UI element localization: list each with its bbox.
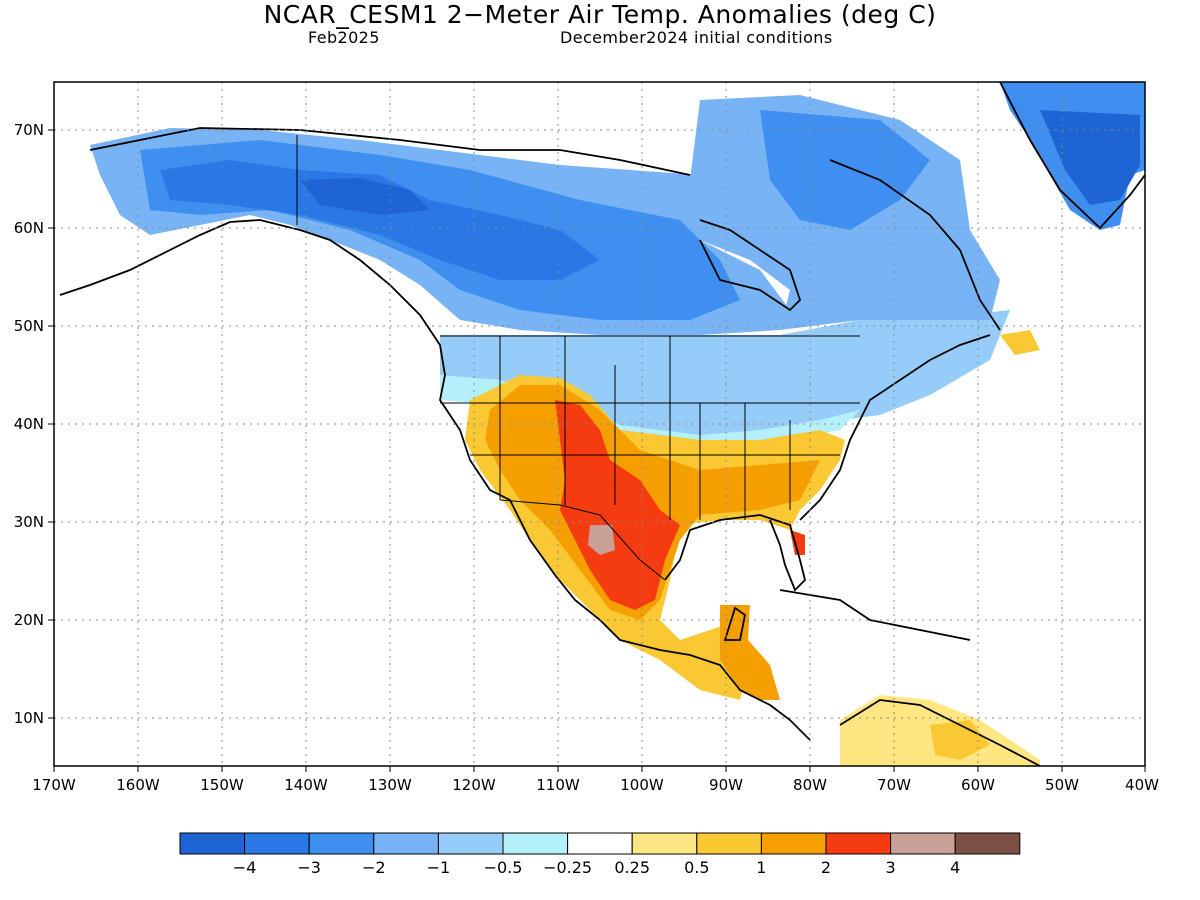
lat-label: 10N <box>14 709 44 727</box>
lat-label: 40N <box>14 415 44 433</box>
colorbar-label: 2 <box>821 858 831 877</box>
cold-anomaly-region-west-strong <box>160 160 600 280</box>
colorbar-swatch <box>244 832 310 855</box>
colorbar-swatch <box>373 832 439 855</box>
colorbar-swatch <box>825 832 892 855</box>
colorbar-label: −1 <box>427 858 451 877</box>
colorbar-swatch <box>502 832 569 855</box>
colorbar-swatch <box>760 832 827 855</box>
lon-tick-marks <box>53 766 1146 772</box>
cold-anomaly-region-east-core <box>760 110 930 230</box>
warm-anomaly-texas <box>555 400 680 610</box>
colorbar-label: −4 <box>233 858 257 877</box>
lat-tick-marks <box>48 129 54 719</box>
valid-month: Feb2025 <box>308 28 380 47</box>
warm-anomaly-newfoundland <box>1000 330 1040 355</box>
colorbar <box>179 832 1021 855</box>
colorbar-swatch <box>437 832 504 855</box>
lon-label: 140W <box>284 776 328 794</box>
colorbar-label: 0.25 <box>614 858 650 877</box>
lat-lon-grid <box>54 82 1145 766</box>
colorbar-swatch <box>696 832 762 855</box>
lat-label: 20N <box>14 611 44 629</box>
colorbar-swatch <box>179 832 246 855</box>
lon-label: 70W <box>877 776 911 794</box>
lat-label: 30N <box>14 513 44 531</box>
lon-label: 60W <box>961 776 995 794</box>
lat-labels: 10N 20N 30N 40N 50N 60N 70N <box>14 121 44 727</box>
anomaly-field <box>90 82 1145 766</box>
colorbar-label: −0.5 <box>484 858 523 877</box>
colorbar-label: 0.5 <box>684 858 709 877</box>
colorbar-label: −3 <box>297 858 321 877</box>
colorbar-swatch <box>890 832 956 855</box>
initial-conditions: December2024 initial conditions <box>560 28 833 47</box>
cool-band-northern-us-light <box>440 375 860 448</box>
cold-anomaly-greenland-core <box>1040 110 1140 205</box>
lon-label: 130W <box>368 776 412 794</box>
page-title: NCAR_CESM1 2−Meter Air Temp. Anomalies (… <box>263 0 937 29</box>
extreme-anomaly-patch <box>588 525 615 555</box>
colorbar-swatch <box>308 832 375 855</box>
lon-label: 150W <box>200 776 244 794</box>
cold-anomaly-region-west-extreme <box>300 178 430 215</box>
colorbar-swatch <box>954 832 1021 855</box>
lon-label: 40W <box>1125 776 1159 794</box>
lon-label: 80W <box>793 776 827 794</box>
lat-label: 50N <box>14 317 44 335</box>
lon-label: 110W <box>536 776 580 794</box>
colorbar-swatch <box>567 832 633 855</box>
lat-label: 70N <box>14 121 44 139</box>
colorbar-label: 1 <box>756 858 766 877</box>
lon-label: 120W <box>452 776 496 794</box>
colorbar-swatch <box>631 832 698 855</box>
lon-label: 160W <box>116 776 160 794</box>
lon-label: 50W <box>1045 776 1079 794</box>
warm-anomaly-central-america <box>720 605 780 700</box>
colorbar-label: −0.25 <box>543 858 592 877</box>
lon-label: 100W <box>620 776 664 794</box>
colorbar-label: 3 <box>886 858 896 877</box>
colorbar-label: −2 <box>362 858 386 877</box>
colorbar-label: 4 <box>950 858 960 877</box>
lon-label: 170W <box>32 776 76 794</box>
lon-label: 90W <box>709 776 743 794</box>
warm-anomaly-south-america <box>930 720 990 760</box>
political-borders <box>296 135 860 581</box>
colorbar-labels: −4 −3 −2 −1 −0.5 −0.25 0.25 0.5 1 2 3 4 <box>233 858 960 877</box>
coastlines <box>59 82 1145 766</box>
lon-labels: 170W 160W 150W 140W 130W 120W 110W 100W … <box>32 776 1159 794</box>
lat-label: 60N <box>14 219 44 237</box>
